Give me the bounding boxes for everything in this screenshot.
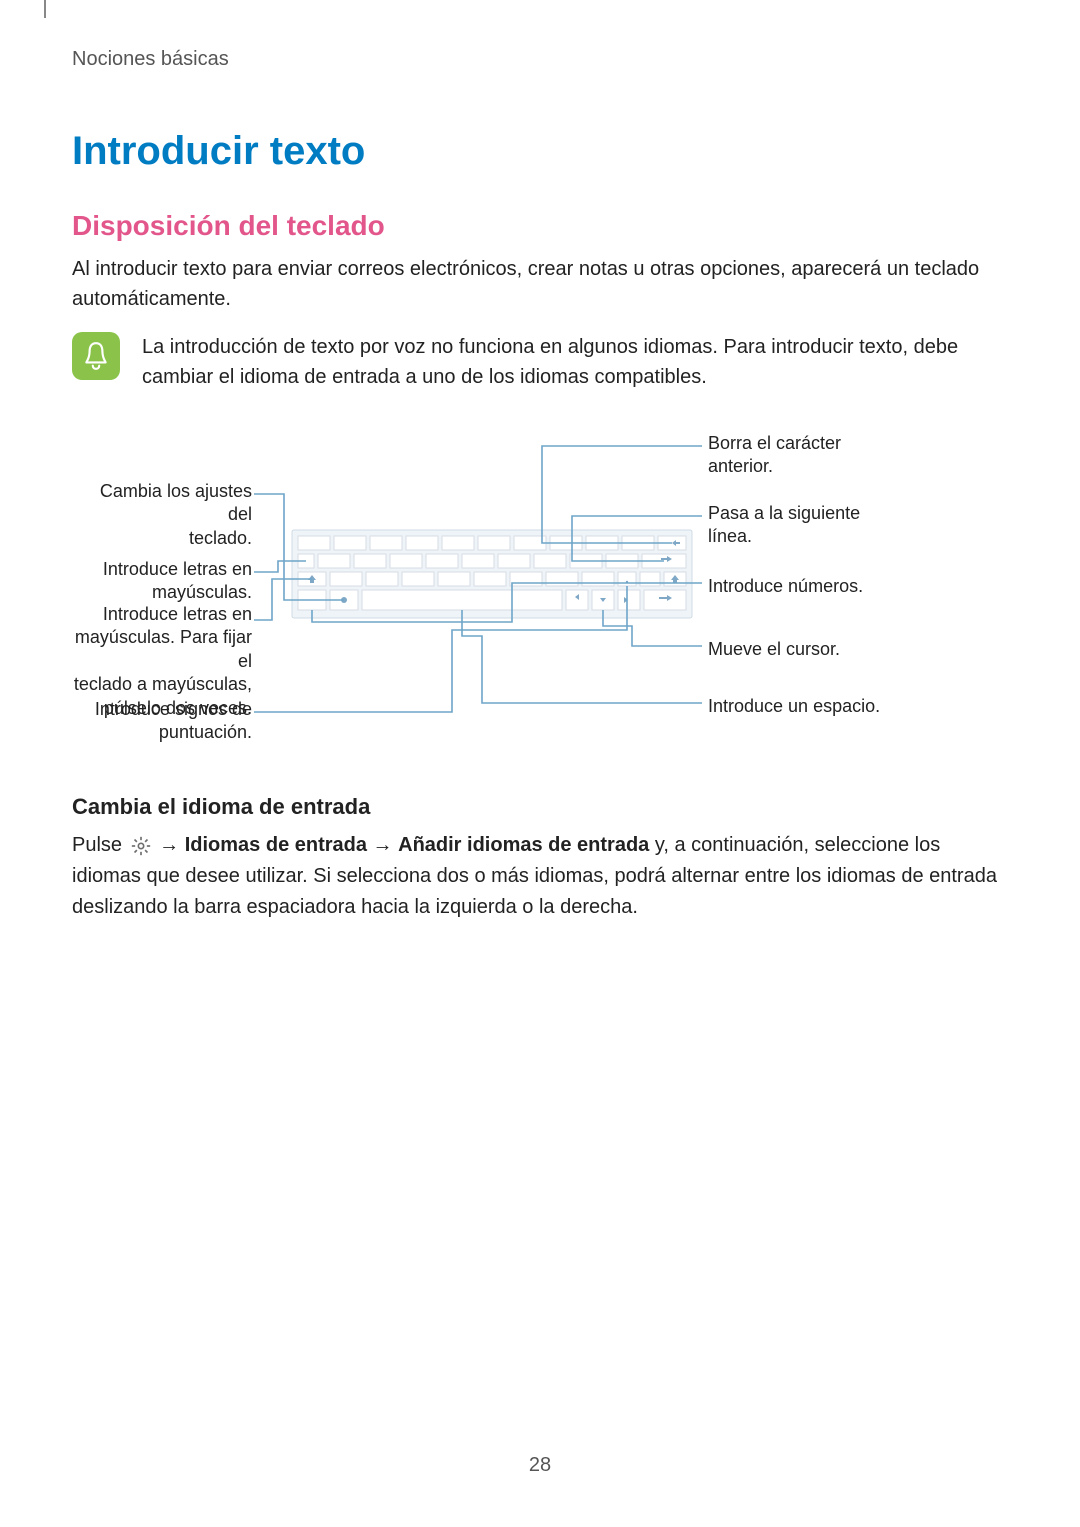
bold-2: Añadir idiomas de entrada: [398, 834, 649, 856]
callout-caps: Introduce letras en mayúsculas.: [72, 558, 252, 605]
text-pre: Pulse: [72, 834, 128, 856]
callout-space: Introduce un espacio.: [708, 695, 968, 718]
intro-paragraph: Al introducir texto para enviar correos …: [72, 254, 1008, 314]
arrow-1: →: [154, 834, 185, 856]
callout-numbers: Introduce números.: [708, 575, 968, 598]
callout-settings: Cambia los ajustes del teclado.: [72, 480, 252, 550]
callout-punct: Introduce signos de puntuación.: [72, 698, 252, 745]
section-heading-1: Disposición del teclado: [72, 210, 1008, 242]
page-title: Introducir texto: [72, 129, 1008, 174]
page-number: 28: [0, 1454, 1080, 1477]
tab-mark: [44, 0, 46, 18]
arrow-2: →: [367, 834, 398, 856]
section-heading-2: Cambia el idioma de entrada: [72, 794, 1008, 820]
callout-cursor: Mueve el cursor.: [708, 638, 968, 661]
gear-icon: [130, 835, 152, 857]
bold-1: Idiomas de entrada: [185, 834, 367, 856]
keyboard-diagram: Cambia los ajustes del teclado. Introduc…: [72, 420, 1008, 760]
bell-note-icon: [72, 332, 120, 380]
page-content: Nociones básicas Introducir texto Dispos…: [0, 0, 1080, 963]
change-language-paragraph: Pulse → Idiomas de entrad: [72, 830, 1008, 923]
breadcrumb: Nociones básicas: [72, 48, 1008, 71]
note-block: La introducción de texto por voz no func…: [72, 332, 1008, 392]
callout-nextline: Pasa a la siguiente línea.: [708, 502, 968, 549]
callout-backspace: Borra el carácter anterior.: [708, 432, 968, 479]
note-text: La introducción de texto por voz no func…: [142, 332, 1008, 392]
